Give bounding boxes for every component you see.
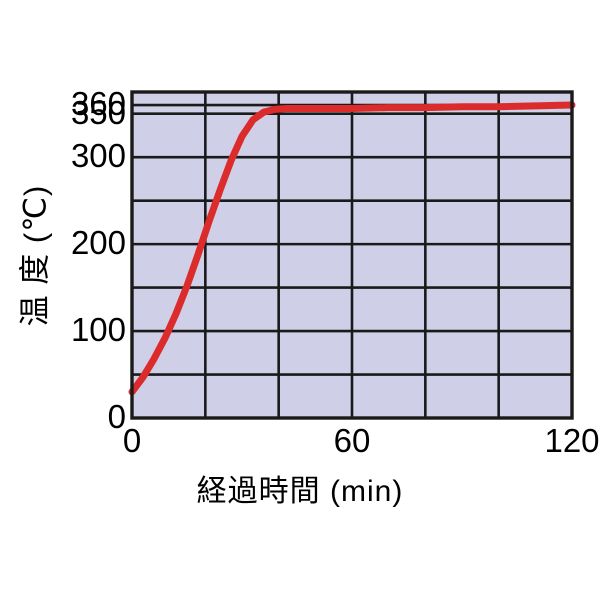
x-tick-label-120: 120 (544, 422, 600, 459)
y-tick-label-100: 100 (70, 311, 126, 349)
plot-frame (130, 90, 574, 420)
y-tick-label-200: 200 (70, 224, 126, 262)
x-axis-title: 経過時間 (min) (196, 475, 404, 508)
y-axis-tick-labels: 0 100 200 300 350 360 (40, 0, 126, 600)
y-tick-label-360: 360 (70, 85, 126, 123)
y-tick-label-350: 350 (70, 93, 126, 131)
x-tick-label-60: 60 (333, 422, 371, 459)
x-tick-label-0: 0 (122, 422, 142, 459)
y-tick-label-300: 300 (70, 137, 126, 175)
y-axis-title: 温 度 (℃) (17, 184, 53, 327)
data-series (128, 101, 576, 396)
gridlines (132, 92, 572, 418)
y-tick-label-0: 0 (107, 398, 126, 435)
